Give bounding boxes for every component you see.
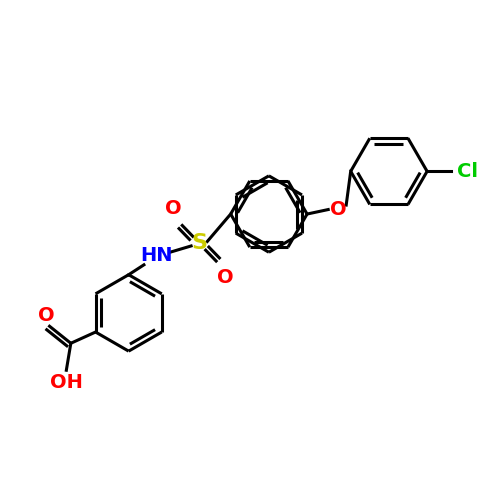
Text: S: S bbox=[191, 234, 207, 254]
Text: O: O bbox=[330, 200, 347, 219]
Text: O: O bbox=[166, 199, 182, 218]
Text: OH: OH bbox=[50, 374, 83, 392]
Text: O: O bbox=[216, 268, 233, 287]
Text: HN: HN bbox=[140, 246, 173, 266]
Text: O: O bbox=[38, 306, 54, 325]
Text: Cl: Cl bbox=[457, 162, 478, 181]
